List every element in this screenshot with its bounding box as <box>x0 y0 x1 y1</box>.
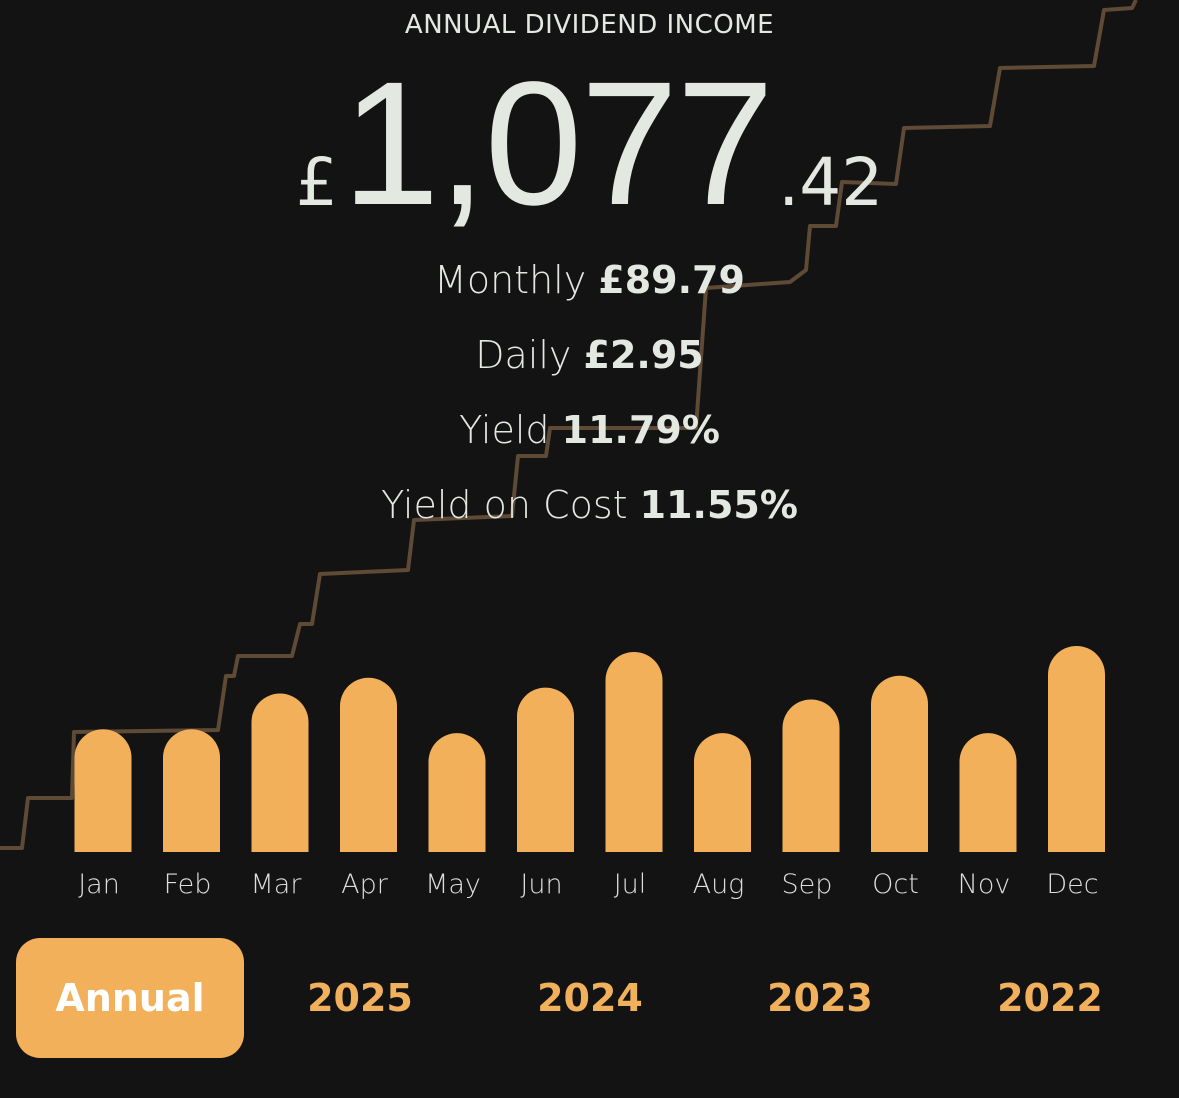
monthly-label: Monthly <box>434 258 587 302</box>
amount-decimal: .42 <box>778 144 884 221</box>
currency-symbol: £ <box>295 144 338 221</box>
bar-feb[interactable] <box>163 729 220 852</box>
month-label-apr: Apr <box>341 869 389 900</box>
month-label-mar: Mar <box>251 869 303 900</box>
yield-label: Yield <box>459 408 550 452</box>
daily-value: £2.95 <box>583 333 704 377</box>
bar-aug[interactable] <box>694 733 751 852</box>
tab-2022[interactable]: 2022 <box>997 976 1103 1020</box>
month-label-may: May <box>425 869 481 900</box>
tab-annual[interactable]: Annual <box>16 938 244 1058</box>
bar-dec[interactable] <box>1048 646 1105 852</box>
yield-value: 11.79% <box>561 408 720 452</box>
bar-nov[interactable] <box>959 733 1017 852</box>
tab-2025[interactable]: 2025 <box>307 976 413 1020</box>
bar-jul[interactable] <box>605 651 663 852</box>
tab-2023[interactable]: 2023 <box>767 976 873 1020</box>
bar-oct[interactable] <box>871 675 928 852</box>
month-label-feb: Feb <box>164 869 212 900</box>
daily-label: Daily <box>475 333 572 377</box>
monthly-stat: Monthly £89.79 <box>0 258 1179 302</box>
annual-amount: £ 1,077 .42 <box>0 56 1179 238</box>
yield-on-cost-stat: Yield on Cost 11.55% <box>0 483 1179 527</box>
page-title: ANNUAL DIVIDEND INCOME <box>404 10 775 40</box>
month-label-oct: Oct <box>872 869 919 900</box>
yield-on-cost-label: Yield on Cost <box>381 483 628 527</box>
month-label-sep: Sep <box>782 869 833 900</box>
bar-sep[interactable] <box>782 699 840 852</box>
bar-mar[interactable] <box>251 693 309 852</box>
month-label-dec: Dec <box>1046 869 1098 900</box>
month-label-nov: Nov <box>958 869 1011 900</box>
tab-2024[interactable]: 2024 <box>537 976 643 1020</box>
bar-may[interactable] <box>428 733 486 852</box>
amount-whole: 1,077 <box>341 46 774 242</box>
period-tabs: Annual 2025 2024 2023 2022 <box>0 938 1179 1060</box>
cumulative-step-path <box>0 0 1138 850</box>
month-label-jan: Jan <box>78 869 120 900</box>
yield-on-cost-value: 11.55% <box>639 483 798 527</box>
month-label-jun: Jun <box>520 869 562 900</box>
bar-jun[interactable] <box>517 687 574 852</box>
bar-jan[interactable] <box>74 729 132 852</box>
month-label-aug: Aug <box>693 869 745 900</box>
month-label-jul: Jul <box>614 869 647 900</box>
monthly-value: £89.79 <box>598 258 745 302</box>
yield-stat: Yield 11.79% <box>0 408 1179 452</box>
bar-apr[interactable] <box>340 677 397 852</box>
monthly-dividend-chart: Jan Feb Mar Apr May Jun Jul Aug Sep Oct Nov Dec <box>74 646 1105 900</box>
daily-stat: Daily £2.95 <box>0 333 1179 377</box>
